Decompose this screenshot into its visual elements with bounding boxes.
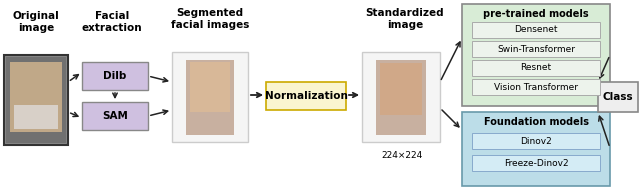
Text: Standardized
image: Standardized image [365,8,444,30]
Bar [190,62,230,112]
Text: Segmented
facial images: Segmented facial images [171,8,249,30]
Text: Original
image: Original image [13,11,60,33]
Bar [10,62,62,132]
Bar [266,82,346,110]
Bar [472,60,600,76]
Text: Foundation models: Foundation models [483,117,589,127]
Text: Normalization: Normalization [264,91,348,101]
Bar [82,102,148,130]
Bar [462,4,610,106]
Bar [472,41,600,57]
Bar [14,105,58,129]
Bar [4,55,68,145]
Text: pre-trained models: pre-trained models [483,9,589,19]
Text: Facial
extraction: Facial extraction [82,11,142,33]
Bar [186,60,234,135]
Text: Freeze-Dinov2: Freeze-Dinov2 [504,159,568,167]
Text: Vision Transformer: Vision Transformer [494,83,578,91]
Bar [376,60,426,135]
Text: Densenet: Densenet [515,26,557,35]
Text: Dinov2: Dinov2 [520,136,552,146]
Text: Resnet: Resnet [520,64,552,73]
Bar [472,79,600,95]
Bar [380,63,422,115]
Bar [362,52,440,142]
Bar [472,22,600,38]
Text: Swin-Transformer: Swin-Transformer [497,44,575,53]
Text: SAM: SAM [102,111,128,121]
Bar [82,62,148,90]
Bar [462,112,610,186]
Bar [472,155,600,171]
Bar [472,133,600,149]
Bar [172,52,248,142]
Text: Class: Class [603,92,634,102]
Bar [6,57,66,143]
Bar [598,82,638,112]
Text: 224×224: 224×224 [381,150,422,160]
Text: Dilb: Dilb [103,71,127,81]
